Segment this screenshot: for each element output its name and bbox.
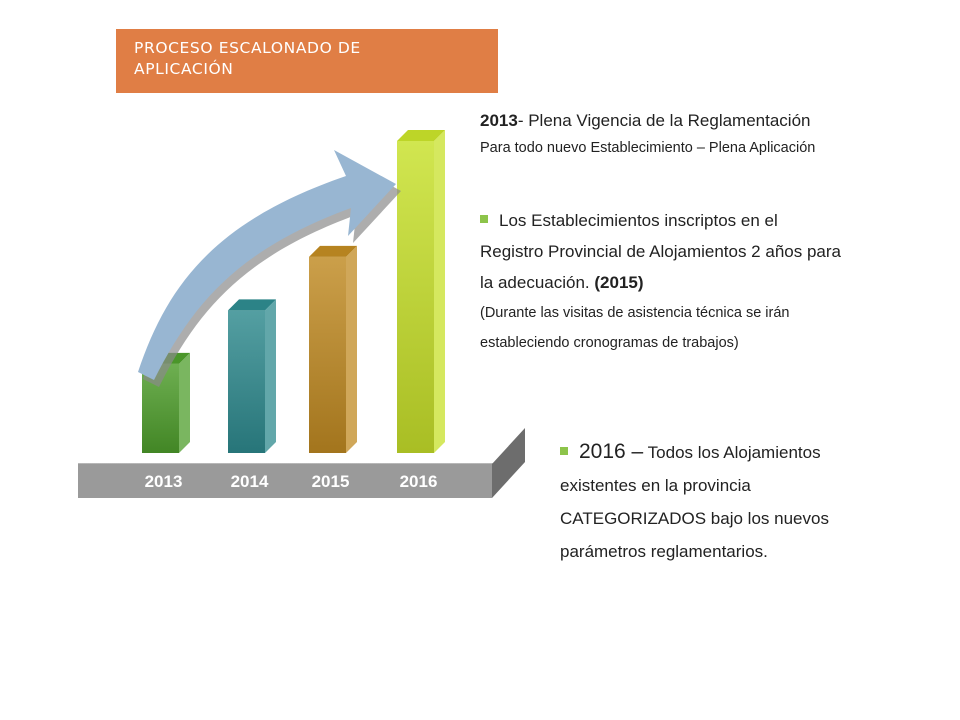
text-2015-note1: (Durante las visitas de asistencia técni…: [480, 305, 790, 321]
title-line-1: PROCESO ESCALONADO DE: [134, 39, 361, 57]
bar-side-2013: [179, 352, 190, 453]
text-block-2013: 2013- Plena Vigencia de la Reglamentació…: [480, 110, 950, 159]
bar-top-2015: [309, 245, 357, 257]
text-2015-line1: Los Establecimientos inscriptos en el: [499, 211, 778, 230]
bar-2016: [397, 141, 434, 453]
category-label-2013: 2013: [145, 472, 183, 491]
arrow-shadow: [143, 157, 401, 387]
text-2016-line4: parámetros reglamentarios.: [560, 542, 768, 561]
text-2015-line2: Registro Provincial de Alojamientos 2 añ…: [480, 242, 841, 261]
text-2015-line3: la adecuación.: [480, 273, 590, 292]
category-label-2014: 2014: [231, 472, 269, 491]
text-2015-note2: estableciendo cronogramas de trabajos): [480, 335, 739, 351]
bullet-icon: [560, 447, 568, 455]
title-banner: PROCESO ESCALONADO DE APLICACIÓN: [116, 29, 498, 93]
text-2016-lead: 2016 –: [579, 440, 644, 463]
year-2013: 2013: [480, 111, 518, 130]
text-block-2015: Los Establecimientos inscriptos en el Re…: [480, 205, 950, 358]
text-2016-rest: Todos los Alojamientos: [647, 443, 821, 462]
text-2016-line2: existentes en la provincia: [560, 476, 751, 495]
platform-side: [492, 428, 525, 498]
bullet-icon: [480, 215, 488, 223]
text-block-2016: 2016 – Todos los Alojamientos existentes…: [560, 435, 950, 568]
bar-side-2015: [346, 245, 357, 453]
bar-top-2014: [228, 299, 276, 311]
category-label-2015: 2015: [312, 472, 350, 491]
text-2013-sub: Para todo nuevo Establecimiento – Plena …: [480, 140, 816, 156]
text-2013-rest: - Plena Vigencia de la Reglamentación: [517, 111, 811, 130]
category-label-2016: 2016: [400, 472, 438, 491]
bar-side-2014: [265, 299, 276, 453]
bar-top-2016: [397, 130, 445, 141]
title-line-2: APLICACIÓN: [134, 60, 234, 78]
growth-chart: 2013 2014 2015 2016: [78, 130, 525, 498]
bar-2014: [228, 310, 265, 453]
text-2016-line3: CATEGORIZADOS bajo los nuevos: [560, 509, 829, 528]
year-2015: (2015): [594, 273, 644, 292]
bar-side-2016: [434, 130, 445, 453]
bar-2015: [309, 256, 346, 453]
platform-front: [78, 464, 492, 498]
arrow-icon: [138, 150, 396, 380]
